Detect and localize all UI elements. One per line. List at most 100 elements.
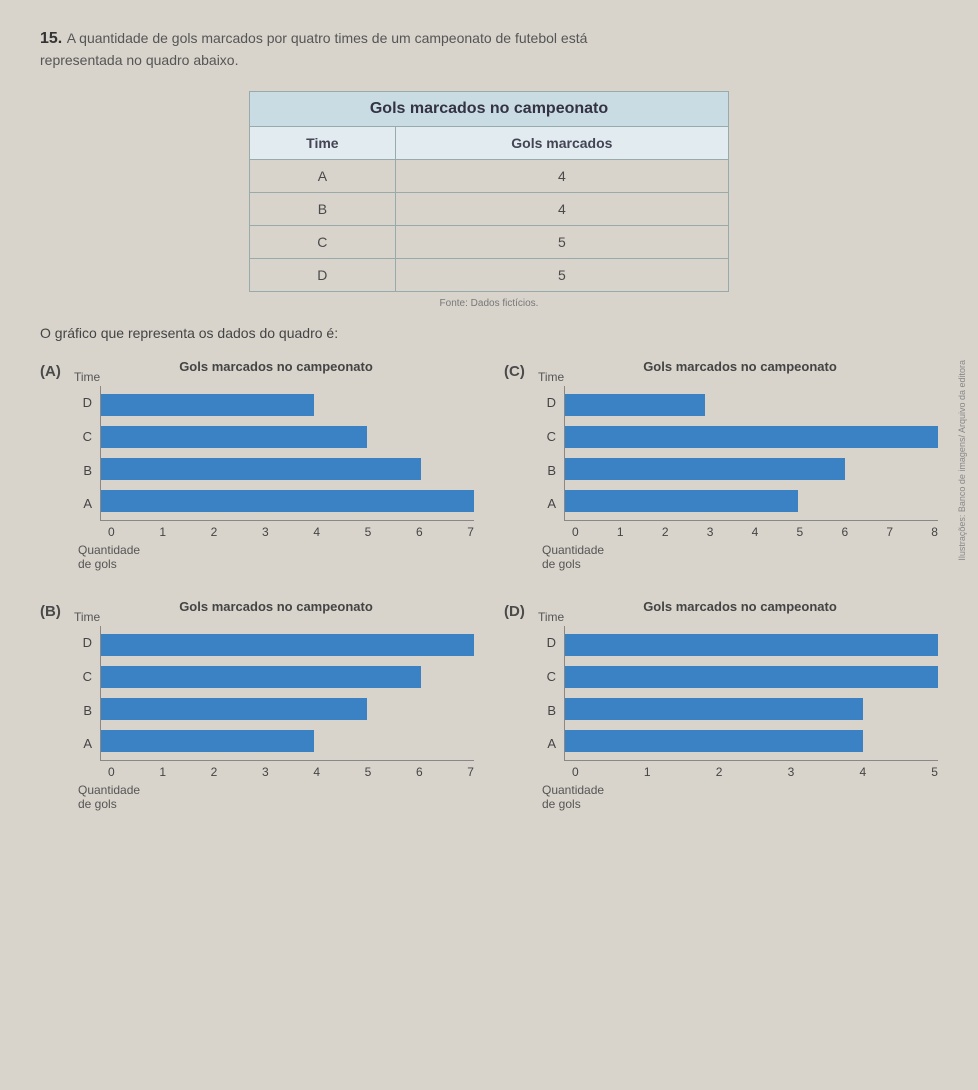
- x-axis-title-line1: Quantidadede gols: [542, 783, 604, 811]
- options-grid: (A) Gols marcados no campeonato TimeDCBA…: [40, 359, 938, 811]
- bar-row: [101, 730, 474, 752]
- bar-row: [101, 666, 474, 688]
- bar-row: [565, 698, 938, 720]
- x-tick-label: 2: [211, 525, 218, 539]
- option-d-label: (D): [504, 603, 532, 620]
- question-number: 15.: [40, 30, 62, 47]
- x-tick-label: 0: [108, 525, 115, 539]
- x-tick-label: 6: [841, 525, 848, 539]
- question-header: 15. A quantidade de gols marcados por qu…: [40, 28, 938, 73]
- y-tick-label: D: [542, 635, 556, 650]
- x-tick-label: 1: [644, 765, 651, 779]
- bar-row: [101, 698, 474, 720]
- chart-prompt: O gráfico que representa os dados do qua…: [40, 325, 938, 341]
- y-axis-title: Time: [74, 610, 100, 624]
- table-source: Fonte: Dados fictícios.: [40, 298, 938, 309]
- x-tick-label: 1: [617, 525, 624, 539]
- y-tick-label: A: [542, 736, 556, 751]
- x-tick-label: 0: [572, 765, 579, 779]
- x-tick-label: 7: [467, 525, 474, 539]
- bar-row: [565, 458, 938, 480]
- bar: [101, 730, 314, 752]
- x-tick-label: 5: [931, 765, 938, 779]
- x-tick-label: 5: [365, 765, 372, 779]
- bar-row: [101, 490, 474, 512]
- col-header-gols: Gols marcados: [395, 126, 728, 159]
- x-tick-label: 7: [467, 765, 474, 779]
- x-tick-label: 1: [159, 765, 166, 779]
- x-tick-label: 2: [211, 765, 218, 779]
- option-d: (D) Gols marcados no campeonato TimeDCBA…: [504, 599, 938, 811]
- x-tick-label: 5: [797, 525, 804, 539]
- x-axis-title-line1: Quantidadede gols: [542, 543, 604, 571]
- x-tick-label: 2: [716, 765, 723, 779]
- y-tick-label: D: [78, 395, 92, 410]
- y-tick-label: B: [542, 463, 556, 478]
- option-c: (C) Gols marcados no campeonato TimeDCBA…: [504, 359, 938, 571]
- bar-row: [565, 426, 938, 448]
- bar-row: [101, 634, 474, 656]
- bar: [101, 490, 474, 512]
- x-tick-label: 3: [262, 765, 269, 779]
- x-tick-label: 8: [931, 525, 938, 539]
- table-row: A4: [250, 159, 729, 192]
- x-tick-label: 2: [662, 525, 669, 539]
- table-row: C5: [250, 225, 729, 258]
- table-title: Gols marcados no campeonato: [250, 91, 729, 126]
- option-c-label: (C): [504, 363, 532, 380]
- y-axis-title: Time: [538, 610, 564, 624]
- y-axis-title: Time: [538, 370, 564, 384]
- y-tick-label: C: [542, 429, 556, 444]
- y-tick-label: D: [542, 395, 556, 410]
- bar: [565, 458, 845, 480]
- x-tick-label: 1: [159, 525, 166, 539]
- bar: [101, 698, 367, 720]
- y-tick-label: B: [542, 703, 556, 718]
- table-row: B4: [250, 192, 729, 225]
- image-credit: Ilustrações: Banco de imagens/ Arquivo d…: [957, 360, 968, 561]
- bar: [101, 634, 474, 656]
- y-tick-label: B: [78, 703, 92, 718]
- x-tick-label: 7: [886, 525, 893, 539]
- x-tick-label: 3: [262, 525, 269, 539]
- bar-row: [565, 490, 938, 512]
- y-tick-label: B: [78, 463, 92, 478]
- bar: [565, 666, 938, 688]
- col-header-time: Time: [250, 126, 396, 159]
- y-tick-label: A: [78, 496, 92, 511]
- bar-row: [565, 666, 938, 688]
- y-tick-label: C: [78, 429, 92, 444]
- option-b: (B) Gols marcados no campeonato TimeDCBA…: [40, 599, 474, 811]
- y-axis-title: Time: [74, 370, 100, 384]
- data-table-wrap: Gols marcados no campeonato Time Gols ma…: [40, 91, 938, 292]
- option-a: (A) Gols marcados no campeonato TimeDCBA…: [40, 359, 474, 571]
- x-tick-label: 4: [752, 525, 759, 539]
- bar: [565, 634, 938, 656]
- bar: [101, 394, 314, 416]
- bar-row: [565, 394, 938, 416]
- question-text-line1: A quantidade de gols marcados por quatro…: [67, 30, 588, 46]
- bar: [565, 394, 705, 416]
- option-b-chart: Gols marcados no campeonato TimeDCBA0123…: [78, 599, 474, 811]
- bar-row: [565, 730, 938, 752]
- bar: [565, 698, 863, 720]
- x-tick-label: 3: [707, 525, 714, 539]
- option-a-chart: Gols marcados no campeonato TimeDCBA0123…: [78, 359, 474, 571]
- bar: [101, 426, 367, 448]
- y-tick-label: A: [542, 496, 556, 511]
- y-tick-label: D: [78, 635, 92, 650]
- x-tick-label: 3: [788, 765, 795, 779]
- bar-row: [101, 426, 474, 448]
- x-tick-label: 6: [416, 765, 423, 779]
- bar: [565, 730, 863, 752]
- y-tick-label: A: [78, 736, 92, 751]
- x-tick-label: 0: [572, 525, 579, 539]
- y-tick-label: C: [542, 669, 556, 684]
- x-tick-label: 5: [365, 525, 372, 539]
- x-tick-label: 0: [108, 765, 115, 779]
- x-axis-title-line1: Quantidadede gols: [78, 783, 140, 811]
- option-b-label: (B): [40, 603, 68, 620]
- x-tick-label: 6: [416, 525, 423, 539]
- x-tick-label: 4: [859, 765, 866, 779]
- bar: [565, 426, 938, 448]
